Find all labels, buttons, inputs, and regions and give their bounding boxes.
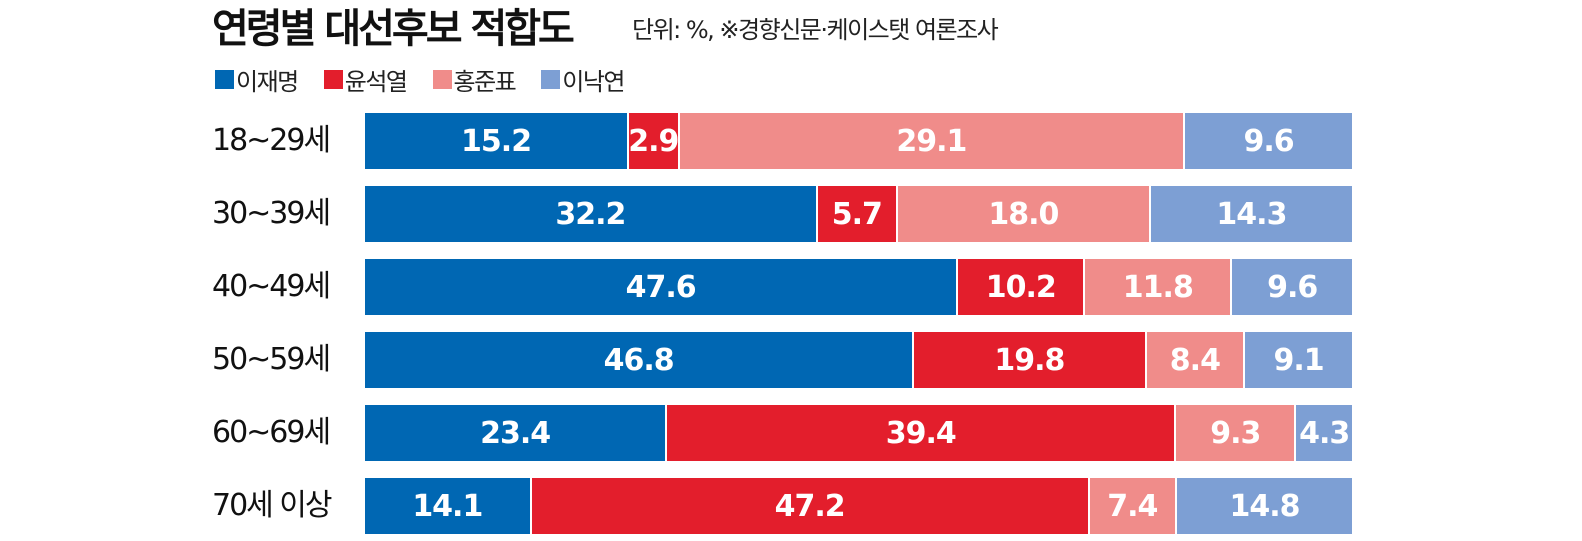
bar-segment: 14.1 (365, 478, 532, 534)
category-label: 40~49세 (212, 269, 331, 304)
bar-segment: 14.8 (1177, 478, 1352, 534)
bar-segment: 9.1 (1245, 332, 1352, 388)
bar-segment: 8.4 (1146, 332, 1246, 388)
stacked-bar: 14.1 47.2 7.4 14.8 (365, 478, 1352, 534)
legend-label: 홍준표 (453, 68, 517, 96)
bar-segment: 47.2 (531, 478, 1090, 534)
stacked-bar: 15.2 2.9 29.1 9.6 (365, 113, 1352, 169)
chart-subtitle: 단위: %, ※경향신문·케이스탯 여론조사 (632, 16, 999, 44)
bar-segment: 19.8 (914, 332, 1147, 388)
bar-segment: 9.3 (1176, 405, 1297, 461)
bar-segment: 18.0 (897, 186, 1151, 242)
bar-segment: 15.2 (365, 113, 630, 169)
bar-segment: 9.6 (1185, 113, 1352, 169)
legend-label: 이낙연 (562, 68, 625, 96)
bar-segment: 46.8 (365, 332, 915, 388)
bar-segment: 23.4 (365, 405, 668, 461)
legend-item: 이재명 (215, 62, 299, 97)
legend-swatch (432, 70, 452, 89)
stacked-bar: 32.2 5.7 18.0 14.3 (365, 186, 1352, 242)
legend-label: 윤석열 (344, 68, 408, 96)
bar-row: 18~29세 15.2 2.9 29.1 9.6 (212, 113, 1352, 169)
bar-segment: 14.3 (1150, 186, 1352, 242)
category-label: 60~69세 (212, 415, 331, 450)
legend-swatch (323, 70, 343, 89)
stacked-bar: 46.8 19.8 8.4 9.1 (365, 332, 1352, 388)
legend-swatch (541, 70, 561, 89)
bar-segment: 29.1 (679, 113, 1186, 169)
bar-segment: 32.2 (365, 186, 818, 242)
bar-row: 60~69세 23.4 39.4 9.3 4.3 (212, 405, 1352, 461)
bar-row: 30~39세 32.2 5.7 18.0 14.3 (212, 186, 1352, 242)
category-label: 30~39세 (212, 196, 331, 231)
legend-item: 이낙연 (541, 62, 625, 97)
legend-label: 이재명 (236, 68, 299, 96)
bar-segment: 47.6 (365, 259, 959, 315)
chart-title: 연령별 대선후보 적합도 (212, 6, 575, 52)
bar-segment: 2.9 (629, 113, 680, 169)
bar-segment: 10.2 (958, 259, 1086, 315)
bar-row: 50~59세 46.8 19.8 8.4 9.1 (212, 332, 1352, 388)
bar-row: 70세 이상 14.1 47.2 7.4 14.8 (212, 478, 1352, 534)
bar-row: 40~49세 47.6 10.2 11.8 9.6 (212, 259, 1352, 315)
category-label: 50~59세 (212, 342, 331, 377)
bar-segment: 4.3 (1296, 405, 1352, 461)
bar-segment: 9.6 (1232, 259, 1352, 315)
bar-segment: 5.7 (817, 186, 898, 242)
stacked-bar: 47.6 10.2 11.8 9.6 (365, 259, 1352, 315)
bar-segment: 39.4 (667, 405, 1177, 461)
legend-item: 홍준표 (432, 62, 517, 97)
category-label: 70세 이상 (212, 488, 333, 523)
bar-segment: 11.8 (1085, 259, 1233, 315)
legend-swatch (215, 70, 234, 89)
bar-segment: 7.4 (1089, 478, 1178, 534)
stacked-bar: 23.4 39.4 9.3 4.3 (365, 405, 1352, 461)
legend-item: 윤석열 (323, 62, 408, 97)
category-label: 18~29세 (212, 123, 331, 158)
legend: 이재명 윤석열 홍준표 이낙연 (215, 62, 625, 97)
